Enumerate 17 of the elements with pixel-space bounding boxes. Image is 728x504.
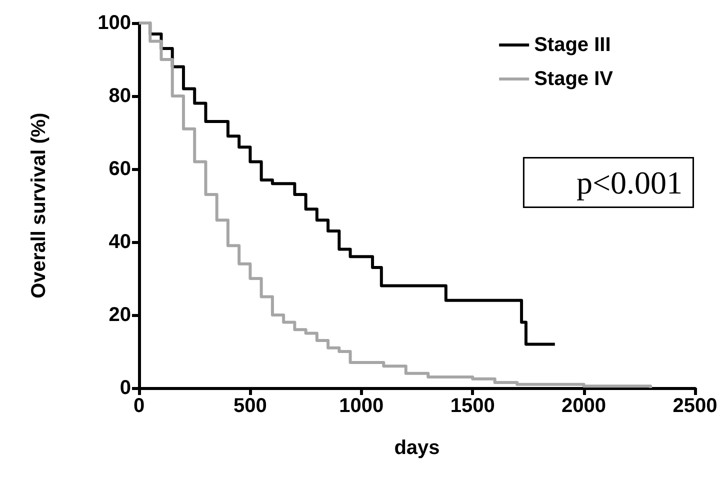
annotation: p<0.001 — [576, 164, 682, 200]
y-axis-title: Overall survival (%) — [28, 112, 50, 298]
y-tick-label: 0 — [120, 377, 131, 399]
x-axis-title: days — [394, 437, 440, 459]
y-tick-label: 100 — [98, 12, 131, 34]
y-tick-label: 80 — [108, 85, 131, 107]
y-tick-label: 20 — [108, 304, 131, 326]
x-tick-label: 1000 — [339, 395, 384, 417]
x-tick-label: 2500 — [672, 395, 718, 417]
legend-label: Stage IV — [534, 68, 614, 90]
legend-label: Stage III — [534, 34, 611, 56]
x-tick-label: 1500 — [450, 395, 495, 417]
x-tick-label: 2000 — [562, 395, 606, 417]
y-tick-label: 60 — [108, 158, 131, 180]
y-tick-label: 40 — [108, 231, 131, 253]
x-tick-label: 500 — [234, 395, 267, 417]
x-tick-label: 0 — [133, 395, 145, 417]
